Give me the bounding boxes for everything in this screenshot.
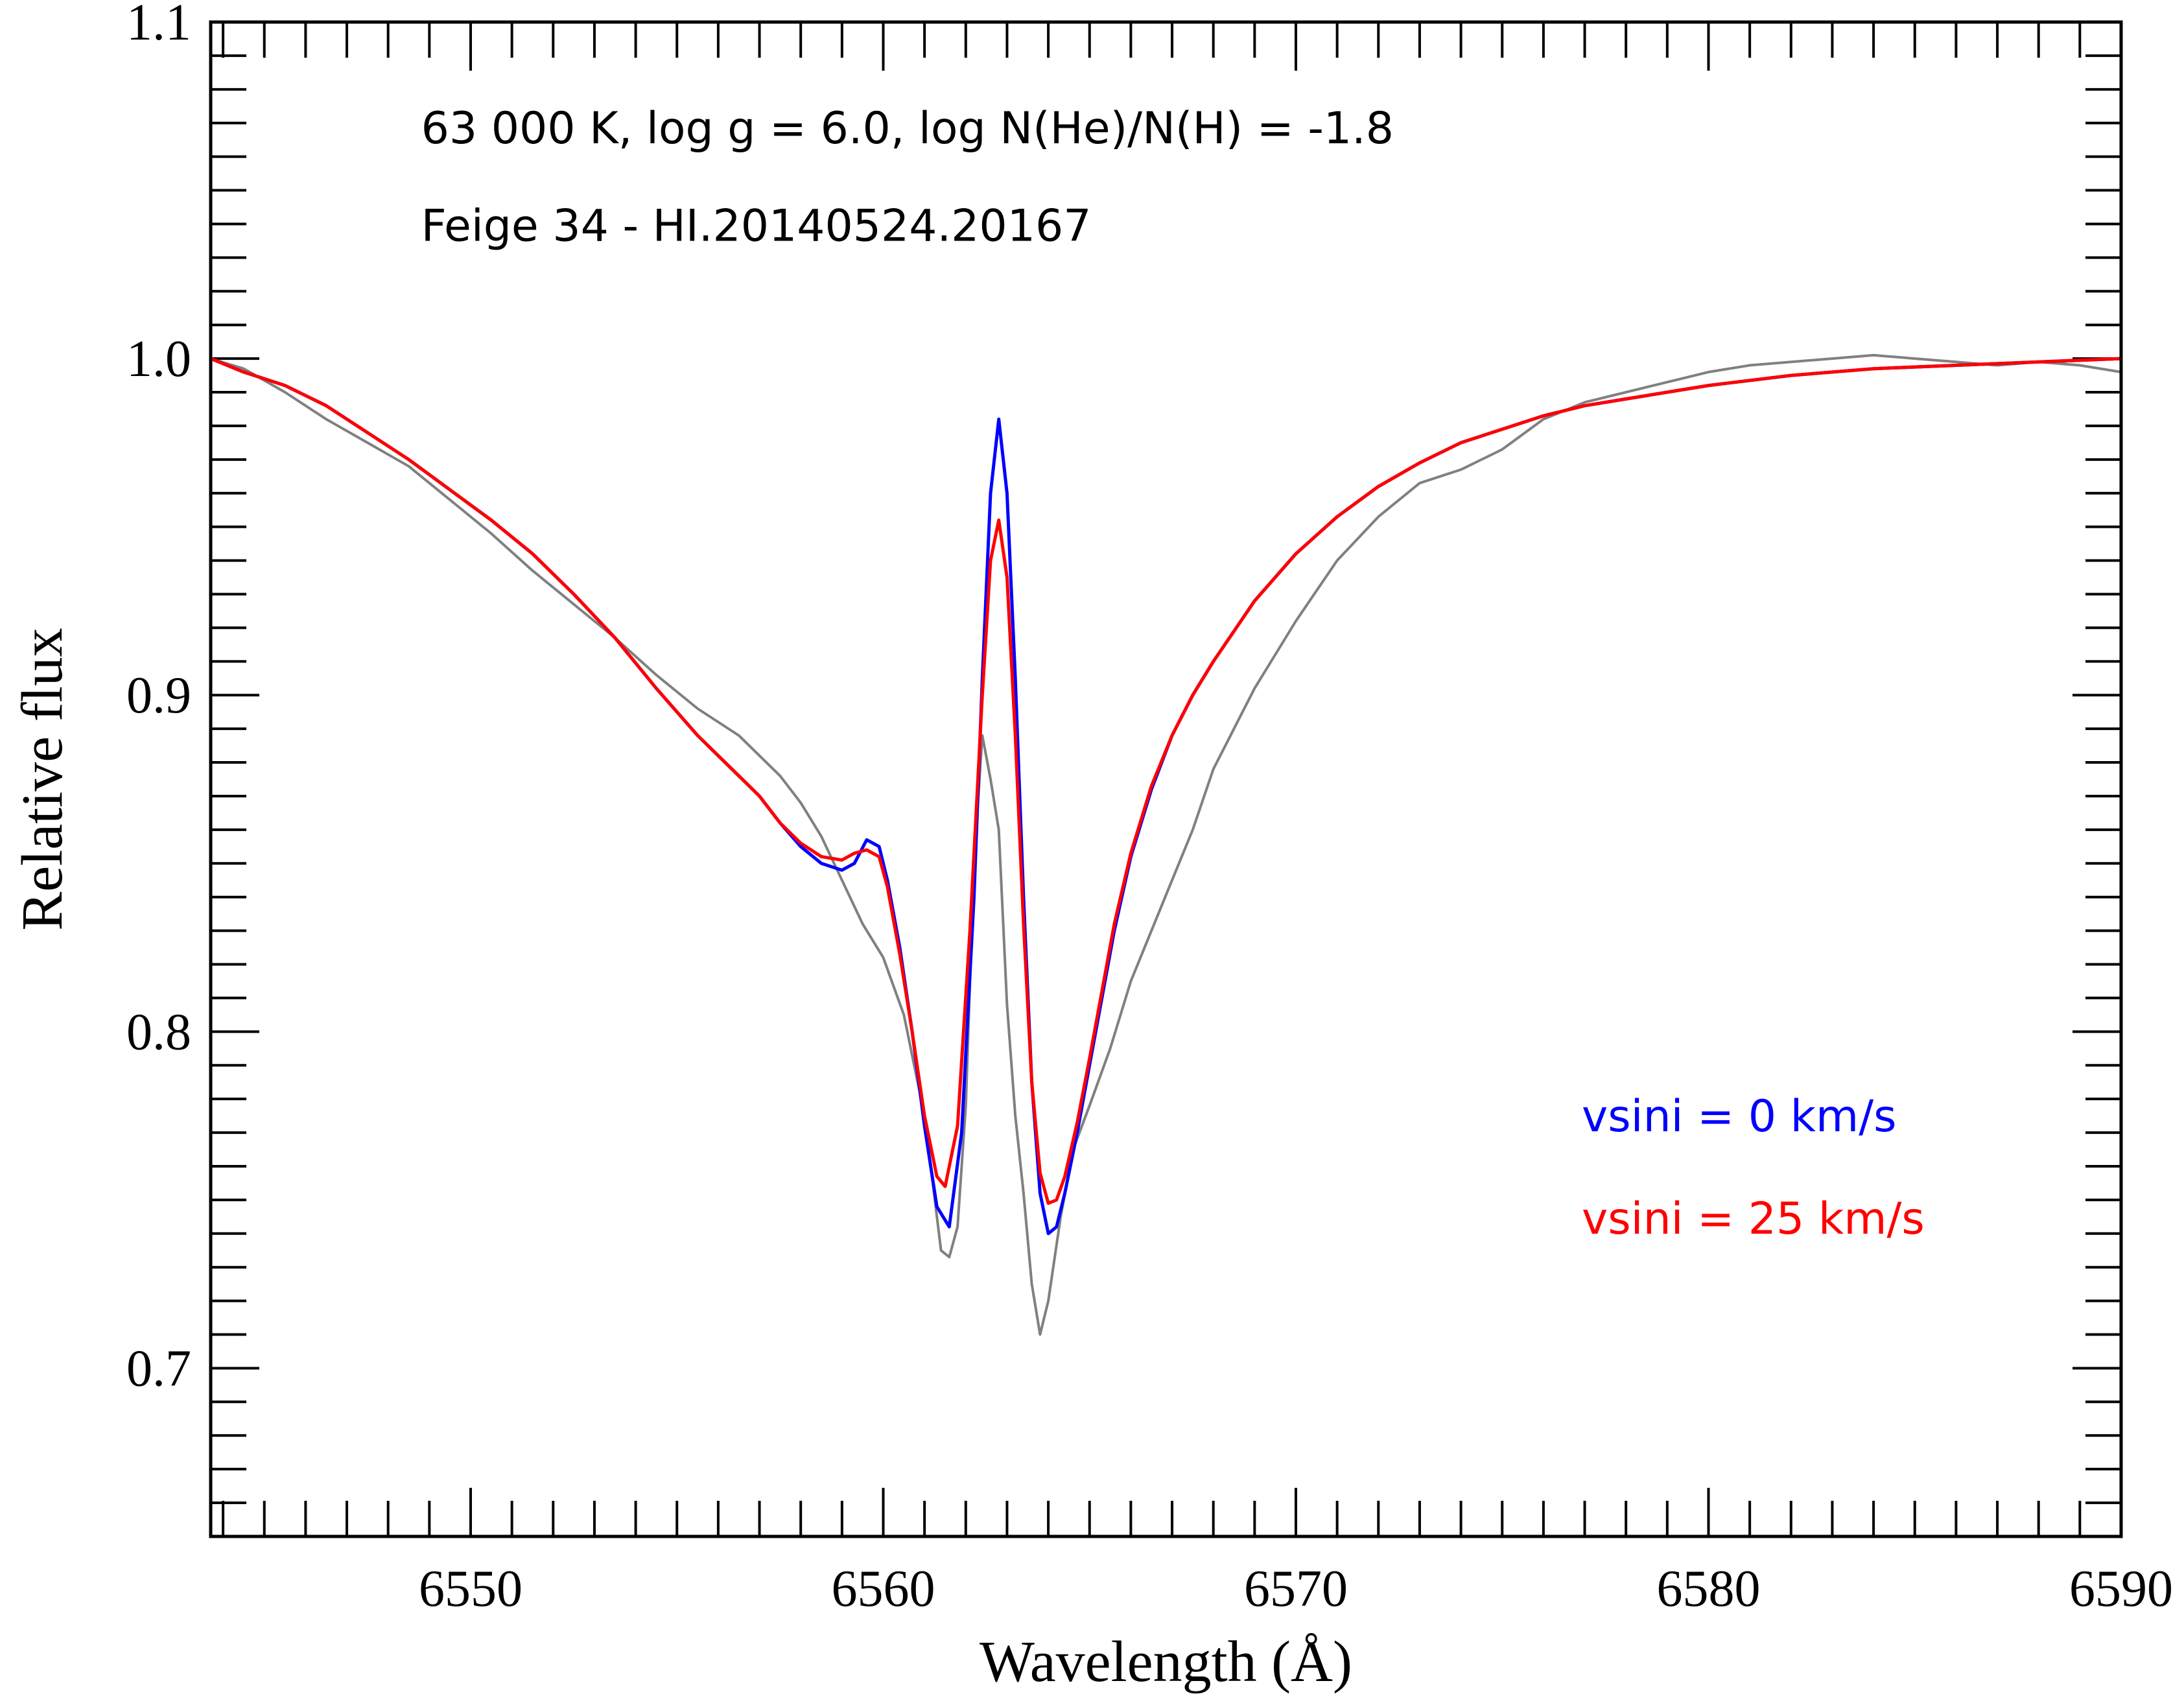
x-tick-label: 6590 <box>2069 1560 2173 1617</box>
axis-ticks <box>211 21 2122 1538</box>
model-parameters-annotation: 63 000 K, log g = 6.0, log N(He)/N(H) = … <box>421 103 1394 154</box>
legend-entry-vsini-25: vsini = 25 km/s <box>1582 1194 1925 1245</box>
x-tick-label: 6570 <box>1244 1560 1348 1617</box>
x-axis-title: Wavelength (Å) <box>980 1630 1352 1694</box>
x-tick-label: 6550 <box>419 1560 523 1617</box>
series-group <box>211 353 2121 1336</box>
y-tick-label: 1.1 <box>126 0 191 51</box>
y-axis-title: Relative flux <box>10 628 75 930</box>
series-line-2 <box>211 357 2121 1205</box>
series-line-0 <box>211 353 2121 1336</box>
y-tick-label: 0.7 <box>126 1340 191 1397</box>
y-tick-label: 0.9 <box>126 667 191 724</box>
legend-entry-vsini-0: vsini = 0 km/s <box>1582 1091 1897 1142</box>
observation-id-annotation: Feige 34 - HI.20140524.20167 <box>421 200 1092 252</box>
plot-frame <box>209 20 2123 1538</box>
y-tick-label: 0.8 <box>126 1004 191 1061</box>
x-tick-label: 6580 <box>1656 1560 1760 1617</box>
x-tick-label: 6560 <box>831 1560 935 1617</box>
tick-labels: 6550 6560 6570 6580 6590 0.7 0.8 0.9 1.0 1.1 <box>126 0 2173 1617</box>
y-tick-label: 1.0 <box>126 331 191 388</box>
